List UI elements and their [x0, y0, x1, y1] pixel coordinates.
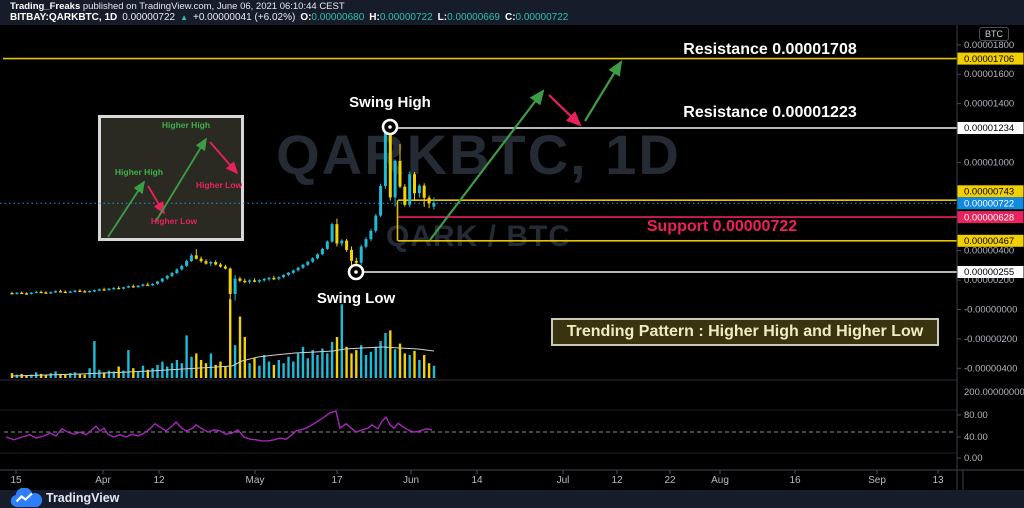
trending-pattern-banner: Trending Pattern : Higher High and Highe…: [551, 318, 939, 346]
svg-text:0.00000200: 0.00000200: [964, 275, 1014, 286]
swing-high-label: Swing High: [349, 94, 431, 111]
svg-text:0.00001000: 0.00001000: [964, 157, 1014, 168]
tradingview-logo-icon[interactable]: [8, 488, 44, 508]
pane-dividers: [0, 25, 1024, 490]
svg-text:Apr: Apr: [95, 475, 111, 486]
low-value: 0.00000669: [447, 12, 500, 23]
svg-text:Aug: Aug: [711, 475, 729, 486]
svg-text:-0.00000400: -0.00000400: [964, 363, 1017, 374]
close-label: C:: [504, 12, 516, 23]
svg-text:16: 16: [789, 475, 801, 486]
svg-text:22: 22: [664, 475, 676, 486]
currency-badge[interactable]: BTC: [979, 27, 1009, 41]
svg-text:0.00000467: 0.00000467: [964, 236, 1014, 247]
svg-text:Sep: Sep: [868, 475, 886, 486]
resistance-1223-label: Resistance 0.00001223: [683, 104, 857, 121]
svg-text:80.00: 80.00: [964, 410, 988, 421]
publisher-rest: published on TradingView.com, June 06, 2…: [80, 1, 345, 12]
svg-text:0.00000400: 0.00000400: [964, 246, 1014, 257]
svg-text:0.00001234: 0.00001234: [964, 123, 1014, 134]
tradingview-brand-text[interactable]: TradingView: [46, 491, 120, 505]
svg-text:12: 12: [611, 475, 623, 486]
svg-text:40.00: 40.00: [964, 432, 988, 443]
svg-text:0.00: 0.00: [964, 453, 983, 464]
svg-text:13: 13: [932, 475, 944, 486]
symbol-line: BITBAY:QARKBTC, 1D 0.00000722 ▲ +0.00000…: [10, 12, 568, 23]
svg-text:0.00001706: 0.00001706: [964, 54, 1014, 65]
svg-text:14: 14: [471, 475, 483, 486]
oscillator-layer: [4, 410, 955, 442]
publisher-name: Trading_Freaks: [10, 1, 81, 12]
inset-higher-low-right-label: Higher Low: [195, 180, 243, 190]
close-value: 0.00000722: [515, 12, 569, 23]
svg-text:0.00001800: 0.00001800: [964, 40, 1014, 51]
svg-text:200.00000000: 200.00000000: [964, 387, 1024, 398]
inset-higher-high-left-label: Higher High: [114, 167, 164, 177]
last-price: 0.00000722: [122, 12, 176, 23]
price-axis: 0.00001800 0.00001600 0.00001400 0.00001000…: [957, 40, 1024, 464]
svg-text:Jun: Jun: [403, 475, 419, 486]
high-value: 0.00000722: [379, 12, 433, 23]
svg-text:17: 17: [331, 475, 343, 486]
resistance-1708-label: Resistance 0.00001708: [683, 41, 857, 58]
svg-text:0.00001400: 0.00001400: [964, 99, 1014, 110]
inset-higher-high-top-label: Higher High: [161, 120, 211, 130]
high-label: H:: [369, 12, 380, 23]
svg-text:0.00001600: 0.00001600: [964, 69, 1014, 80]
svg-text:15: 15: [10, 475, 22, 486]
svg-text:-0.00000000: -0.00000000: [964, 305, 1017, 316]
footer: [0, 490, 1024, 508]
swing-low-label: Swing Low: [316, 290, 396, 307]
svg-text:-0.00000200: -0.00000200: [964, 334, 1017, 345]
symbol-title: BITBAY:QARKBTC, 1D: [10, 12, 118, 23]
low-label: L:: [437, 12, 448, 23]
svg-text:0.00000743: 0.00000743: [964, 187, 1014, 198]
support-722-label: Support 0.00000722: [646, 218, 798, 235]
svg-text:12: 12: [153, 475, 165, 486]
svg-text:May: May: [246, 475, 265, 486]
inset-higher-low-mid-label: Higher Low: [150, 216, 198, 226]
price-change: +0.00000041 (+6.02%): [193, 12, 296, 23]
svg-text:0.00000628: 0.00000628: [964, 212, 1014, 223]
volume-layer: [10, 299, 436, 378]
open-value: 0.00000680: [311, 12, 365, 23]
publisher-line: Trading_Freaks published on TradingView.…: [10, 1, 345, 12]
svg-text:0.00000255: 0.00000255: [964, 267, 1014, 278]
open-label: O:: [300, 12, 312, 23]
header: Trading_Freaks published on TradingView.…: [0, 0, 1024, 25]
time-axis: 15 Apr 12 May 17 Jun 14 Jul 12 22 Aug 16 Sep 13: [10, 470, 964, 490]
svg-text:Jul: Jul: [557, 475, 570, 486]
up-arrow-icon: ▲: [180, 13, 188, 22]
svg-text:0.00000722: 0.00000722: [964, 199, 1014, 210]
